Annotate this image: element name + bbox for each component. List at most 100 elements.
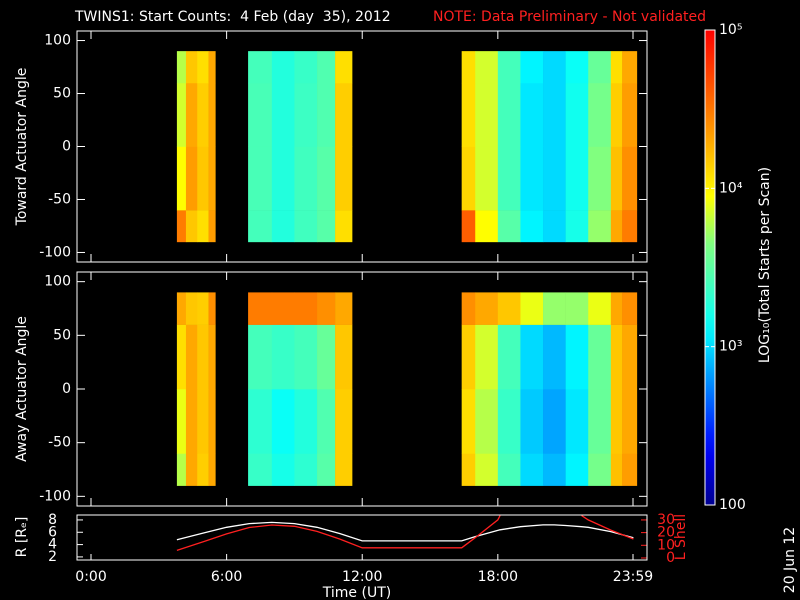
heat-cell (317, 210, 336, 243)
heat-cell (520, 389, 544, 454)
heatmap (176, 51, 638, 243)
heat-cell (565, 324, 589, 390)
heat-cell (208, 82, 216, 147)
heat-cell (335, 389, 353, 454)
y-tick-label: 8 (48, 512, 57, 528)
heat-cell (248, 51, 273, 84)
heat-cell (475, 389, 499, 454)
heat-cell (294, 389, 318, 454)
heat-cell (208, 324, 216, 390)
heat-cell (461, 51, 476, 84)
heat-cell (610, 453, 623, 486)
heat-cell (317, 453, 336, 486)
heat-cell (248, 324, 273, 390)
y-tick-label: 100 (44, 33, 71, 49)
y-tick-label: 50 (53, 86, 71, 102)
y-tick-label: -50 (48, 191, 71, 207)
heat-cell (294, 51, 318, 84)
heat-cell (610, 389, 623, 454)
heat-cell (565, 146, 589, 211)
y2-tick-label: 10 (657, 537, 675, 553)
heat-cell (610, 51, 623, 84)
heat-cell (176, 210, 187, 243)
heat-cell (610, 292, 623, 325)
heat-cell (588, 82, 612, 147)
heat-cell (185, 453, 198, 486)
heat-cell (176, 389, 187, 454)
x-tick-label: 12:00 (342, 569, 382, 585)
y2-tick-label: 20 (657, 525, 675, 541)
heat-cell (497, 82, 521, 147)
heat-cell (176, 324, 187, 390)
heat-cell (497, 324, 521, 390)
y-tick-label: -50 (48, 435, 71, 451)
heat-cell (461, 210, 476, 243)
colorbar (704, 29, 716, 506)
heat-cell (317, 146, 336, 211)
heat-cell (622, 146, 638, 211)
colorbar-tick-label: 10³ (719, 339, 742, 355)
heat-cell (475, 82, 499, 147)
heat-cell (208, 51, 216, 84)
heat-cell (176, 453, 187, 486)
y-tick-label: 2 (48, 549, 57, 565)
heat-cell (185, 82, 198, 147)
y-axis-label: Away Actuator Angle (14, 316, 30, 462)
heat-cell (610, 82, 623, 147)
heat-cell (520, 82, 544, 147)
heat-cell (543, 389, 566, 454)
colorbar-label: LOG₁₀(Total Starts per Scan) (757, 167, 773, 363)
colorbar-tick-label: 10⁵ (719, 22, 742, 38)
heat-cell (497, 146, 521, 211)
heat-cell (208, 389, 216, 454)
heat-cell (588, 292, 612, 325)
heat-cell (208, 453, 216, 486)
heat-cell (543, 324, 566, 390)
heat-cell (497, 389, 521, 454)
y-tick-label: 0 (62, 139, 71, 155)
heat-cell (475, 324, 499, 390)
heat-cell (317, 51, 336, 84)
date-stamp: 20 Jun 12 (782, 527, 798, 593)
heat-cell (197, 389, 209, 454)
heat-cell (197, 292, 209, 325)
plot-frame (76, 514, 648, 561)
heat-cell (622, 453, 638, 486)
lines (176, 515, 634, 552)
y2-axis-label: L Shell (673, 514, 689, 560)
heat-cell (317, 82, 336, 147)
heat-cell (497, 292, 521, 325)
heat-cell (197, 82, 209, 147)
colorbar-tick-label: 100 (719, 497, 746, 513)
heat-cell (610, 324, 623, 390)
heat-cell (271, 292, 295, 325)
heat-cell (335, 210, 353, 243)
heat-cell (197, 324, 209, 390)
y-tick-label: 4 (48, 537, 57, 553)
heat-cell (208, 210, 216, 243)
y-tick-label: 0 (62, 381, 71, 397)
heatmap (176, 292, 638, 486)
heat-cell (248, 453, 273, 486)
heat-cell (475, 51, 499, 84)
y-axis-label: Toward Actuator Angle (14, 68, 30, 227)
x-axis-label: Time (UT) (322, 585, 391, 600)
heat-cell (461, 453, 476, 486)
heat-cell (294, 210, 318, 243)
heat-cell (461, 324, 476, 390)
heat-cell (271, 453, 295, 486)
y2-tick-label: 30 (657, 512, 675, 528)
heat-cell (248, 210, 273, 243)
heat-cell (543, 51, 566, 84)
heat-cell (461, 389, 476, 454)
plot-frame (76, 271, 648, 507)
y-tick-label: 6 (48, 524, 57, 540)
heat-cell (248, 389, 273, 454)
heat-cell (475, 210, 499, 243)
heat-cell (271, 82, 295, 147)
heat-cell (176, 51, 187, 84)
heat-cell (622, 51, 638, 84)
x-tick-label: 6:00 (211, 569, 242, 585)
heat-cell (543, 210, 566, 243)
heat-cell (271, 324, 295, 390)
